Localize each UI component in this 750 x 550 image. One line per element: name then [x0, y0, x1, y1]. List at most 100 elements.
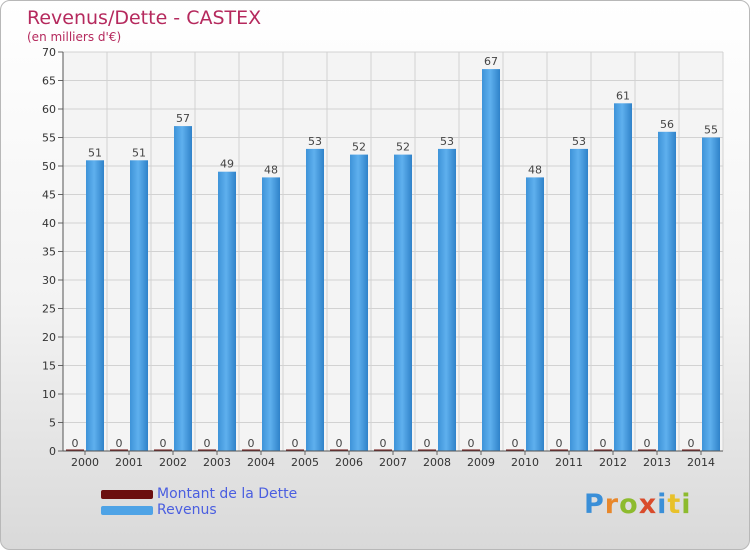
y-tick-label: 60: [42, 103, 56, 116]
x-tick-label: 2000: [71, 456, 99, 469]
data-label-dette: 0: [468, 437, 475, 450]
legend-swatch-dette: [101, 490, 153, 499]
logo-letter: r: [604, 489, 620, 520]
data-label-revenus: 61: [616, 89, 630, 102]
data-label-revenus: 52: [396, 141, 410, 154]
bar-dette: [242, 449, 260, 451]
bar-revenus: [218, 171, 236, 451]
x-tick-label: 2009: [467, 456, 495, 469]
bar-revenus: [130, 160, 148, 452]
data-label-dette: 0: [644, 437, 651, 450]
data-label-revenus: 57: [176, 112, 190, 125]
logo-letter: P: [584, 489, 605, 520]
y-tick-label: 30: [42, 274, 56, 287]
data-label-dette: 0: [600, 437, 607, 450]
data-label-revenus: 51: [88, 146, 102, 159]
x-tick-label: 2006: [335, 456, 363, 469]
chart-title: Revenus/Dette - CASTEX: [27, 7, 262, 29]
bar-revenus: [86, 160, 104, 452]
bar-dette: [682, 449, 700, 451]
x-tick-label: 2002: [159, 456, 187, 469]
bar-revenus: [702, 137, 720, 451]
logo-letter: t: [667, 489, 682, 520]
bar-dette: [374, 449, 392, 451]
data-label-revenus: 48: [264, 163, 278, 176]
data-label-dette: 0: [292, 437, 299, 450]
logo-letter: o: [619, 489, 639, 520]
bar-dette: [66, 449, 84, 451]
bar-revenus: [174, 126, 192, 451]
legend-swatch-revenus: [101, 506, 153, 515]
y-tick-label: 20: [42, 331, 56, 344]
data-label-revenus: 53: [308, 135, 322, 148]
bar-revenus: [438, 148, 456, 451]
x-tick-label: 2014: [687, 456, 715, 469]
bar-dette: [154, 449, 172, 451]
data-label-dette: 0: [160, 437, 167, 450]
bar-revenus: [306, 148, 324, 451]
y-tick-label: 0: [49, 445, 56, 458]
logo-letter: x: [638, 489, 658, 520]
y-tick-label: 10: [42, 388, 56, 401]
bar-revenus: [350, 154, 368, 451]
legend-label-dette: Montant de la Dette: [157, 486, 298, 502]
data-label-revenus: 53: [440, 135, 454, 148]
y-tick-label: 45: [42, 189, 56, 202]
bar-revenus: [262, 177, 280, 451]
bar-revenus: [614, 103, 632, 452]
bar-revenus: [658, 131, 676, 452]
y-tick-label: 65: [42, 75, 56, 88]
y-tick-label: 25: [42, 303, 56, 316]
data-label-revenus: 55: [704, 124, 718, 137]
x-tick-label: 2003: [203, 456, 231, 469]
y-tick-label: 50: [42, 160, 56, 173]
data-label-revenus: 52: [352, 141, 366, 154]
y-tick-label: 70: [42, 46, 56, 59]
bar-revenus: [482, 69, 500, 451]
grid-lines: [62, 51, 724, 452]
x-tick-label: 2005: [291, 456, 319, 469]
chart-subtitle: (en milliers d'€): [27, 30, 122, 44]
bar-dette: [330, 449, 348, 451]
bar-dette: [110, 449, 128, 451]
data-label-dette: 0: [336, 437, 343, 450]
data-labels: 0 51 0 51 0 57 0 49 0 48 0 53 0 52 0 52 0 53 0 67 0 48 0 53 0 61 0…: [72, 55, 719, 450]
data-label-dette: 0: [512, 437, 519, 450]
y-tick-label: 35: [42, 246, 56, 259]
x-tick-label: 2008: [423, 456, 451, 469]
bar-dette: [418, 449, 436, 451]
bar-dette: [550, 449, 568, 451]
data-label-dette: 0: [72, 437, 79, 450]
proxiti-logo[interactable]: Proxiti: [584, 489, 692, 520]
x-tick-label: 2011: [555, 456, 583, 469]
x-tick-label: 2007: [379, 456, 407, 469]
data-label-dette: 0: [248, 437, 255, 450]
bar-revenus: [394, 154, 412, 451]
data-label-dette: 0: [380, 437, 387, 450]
data-label-dette: 0: [688, 437, 695, 450]
data-label-dette: 0: [556, 437, 563, 450]
bar-revenus: [526, 177, 544, 451]
data-label-dette: 0: [204, 437, 211, 450]
y-tick-label: 5: [49, 417, 56, 430]
data-label-dette: 0: [116, 437, 123, 450]
x-tick-label: 2004: [247, 456, 275, 469]
y-tick-label: 40: [42, 217, 56, 230]
bar-dette: [506, 449, 524, 451]
logo-letter: i: [681, 489, 692, 520]
data-label-revenus: 48: [528, 163, 542, 176]
logo-letter: i: [657, 489, 668, 520]
data-label-revenus: 53: [572, 135, 586, 148]
data-label-revenus: 56: [660, 118, 674, 131]
bar-revenus: [570, 148, 588, 451]
bar-dette: [198, 449, 216, 451]
bar-dette: [462, 449, 480, 451]
bar-dette: [638, 449, 656, 451]
x-tick-label: 2013: [643, 456, 671, 469]
x-tick-label: 2010: [511, 456, 539, 469]
data-label-dette: 0: [424, 437, 431, 450]
data-label-revenus: 67: [484, 55, 498, 68]
y-tick-label: 55: [42, 132, 56, 145]
